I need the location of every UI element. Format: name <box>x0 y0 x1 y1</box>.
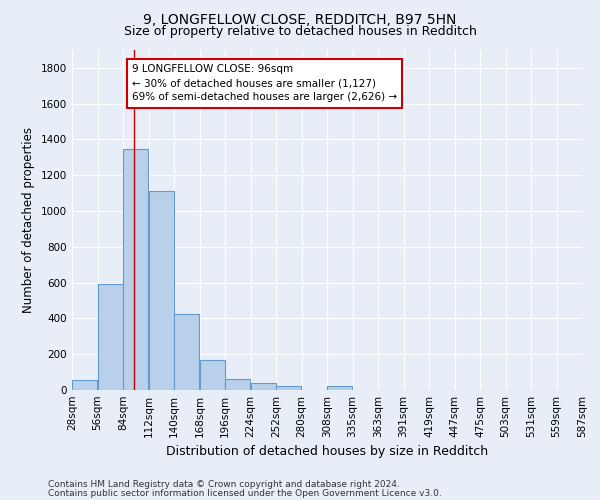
X-axis label: Distribution of detached houses by size in Redditch: Distribution of detached houses by size … <box>166 446 488 458</box>
Bar <box>251 383 276 390</box>
Text: Contains public sector information licensed under the Open Government Licence v3: Contains public sector information licen… <box>48 489 442 498</box>
Y-axis label: Number of detached properties: Number of detached properties <box>22 127 35 313</box>
Text: Contains HM Land Registry data © Crown copyright and database right 2024.: Contains HM Land Registry data © Crown c… <box>48 480 400 489</box>
Bar <box>149 192 174 390</box>
Text: 9 LONGFELLOW CLOSE: 96sqm
← 30% of detached houses are smaller (1,127)
69% of se: 9 LONGFELLOW CLOSE: 96sqm ← 30% of detac… <box>132 64 397 102</box>
Bar <box>327 386 352 390</box>
Bar <box>174 314 199 390</box>
Text: 9, LONGFELLOW CLOSE, REDDITCH, B97 5HN: 9, LONGFELLOW CLOSE, REDDITCH, B97 5HN <box>143 12 457 26</box>
Bar <box>123 150 148 390</box>
Bar <box>72 380 97 390</box>
Bar <box>225 380 250 390</box>
Bar <box>276 386 301 390</box>
Bar <box>200 360 225 390</box>
Bar <box>98 284 123 390</box>
Text: Size of property relative to detached houses in Redditch: Size of property relative to detached ho… <box>124 25 476 38</box>
